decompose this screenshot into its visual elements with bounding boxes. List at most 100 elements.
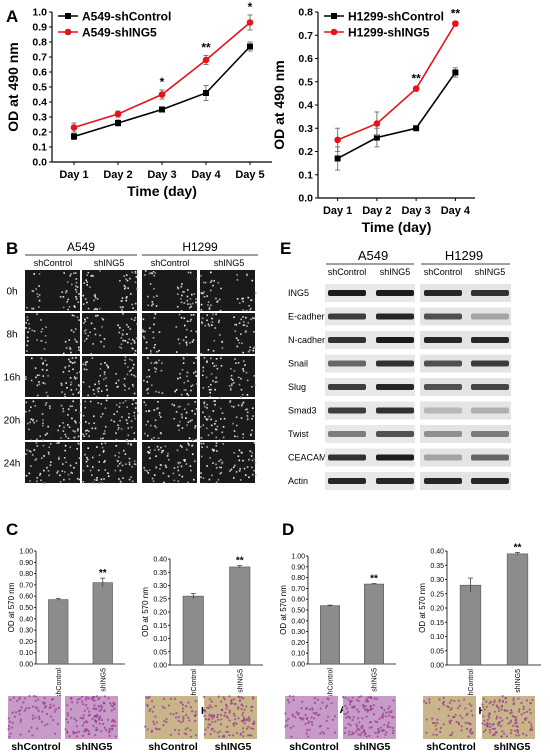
cell-speck [182, 358, 185, 360]
cell-speck [47, 425, 49, 428]
cell-speck [243, 467, 246, 470]
cell-dot [38, 717, 41, 721]
cell-speck [222, 443, 224, 445]
cell-dot [231, 734, 234, 737]
cell-speck [84, 406, 86, 409]
cell-speck [120, 347, 123, 349]
cell-speck [216, 381, 218, 383]
bar [459, 584, 482, 666]
cell-speck [33, 273, 35, 275]
cell-speck [122, 339, 125, 342]
wound-healing-panel: A549 H1299 shControl shING5 shControl sh… [4, 240, 258, 485]
cell-speck [64, 433, 67, 436]
cell-dot [66, 704, 69, 707]
cell-dot [226, 725, 229, 729]
wound-image [82, 356, 137, 397]
cell-speck [128, 413, 130, 415]
cell-speck [62, 422, 64, 424]
cell-dot [365, 708, 368, 711]
cell-dot [441, 701, 444, 705]
cell-speck [158, 349, 160, 352]
y-tick-label: 1.00 [291, 554, 305, 561]
cell-dot [506, 709, 509, 712]
cell-dot [352, 716, 355, 719]
cell-dot [343, 713, 346, 716]
cell-dot [7, 728, 10, 731]
cell-dot [518, 734, 521, 737]
cell-speck [190, 318, 192, 321]
cell-speck [83, 435, 85, 437]
cell-speck [86, 429, 89, 432]
cell-speck [155, 426, 158, 429]
cell-speck [70, 351, 72, 354]
cell-speck [121, 309, 123, 311]
cell-speck [236, 345, 239, 348]
cell-dot [228, 711, 231, 714]
cell-speck [147, 392, 149, 395]
blot-band [328, 454, 366, 461]
cell-dot [110, 720, 114, 723]
cell-speck [230, 367, 232, 370]
cell-dot [344, 704, 347, 707]
cell-speck [41, 413, 44, 415]
cell-speck [244, 474, 247, 476]
cell-speck [153, 287, 155, 290]
cell-speck [160, 432, 162, 435]
cell-dot [308, 728, 311, 731]
cell-speck [242, 316, 244, 318]
cell-speck [189, 271, 192, 274]
cell-speck [244, 364, 246, 366]
cell-speck [207, 434, 210, 436]
cell-dot [7, 717, 10, 720]
cell-speck [190, 469, 192, 472]
cell-dot [501, 730, 504, 733]
cell-speck [43, 482, 45, 484]
blot-band [328, 478, 366, 484]
cell-dot [525, 717, 528, 720]
cell-dot [384, 733, 387, 736]
cell-dot [520, 701, 523, 705]
y-tick-label: 0.0 [298, 193, 313, 205]
cell-speck [177, 406, 180, 408]
cell-speck [87, 458, 89, 461]
cell-dot [292, 725, 295, 728]
cell-speck [185, 417, 187, 419]
cell-speck [154, 449, 156, 451]
cell-dot [103, 726, 106, 730]
cell-speck [202, 366, 205, 369]
cell-speck [93, 415, 95, 417]
cell-speck [157, 448, 160, 451]
cell-speck [75, 291, 78, 293]
cell-speck [136, 288, 138, 290]
cell-speck [177, 338, 180, 341]
cell-speck [205, 427, 208, 430]
cell-dot [88, 710, 91, 713]
tw-label-d1: shControl [289, 741, 339, 753]
cell-speck [68, 306, 71, 308]
cell-speck [221, 340, 223, 343]
cell-speck [122, 329, 124, 332]
cell-speck [64, 341, 67, 343]
cell-speck [116, 386, 118, 388]
cell-dot [54, 708, 58, 711]
cell-dot [313, 697, 316, 700]
blot-strip [325, 401, 415, 420]
blot-band [424, 478, 462, 484]
cell-speck [59, 296, 62, 298]
cell-speck [25, 376, 27, 378]
cell-speck [74, 436, 76, 439]
cell-dot [228, 695, 231, 698]
cell-speck [97, 469, 100, 472]
cell-dot [235, 722, 238, 725]
cell-speck [105, 385, 108, 387]
cell-speck [242, 393, 244, 396]
cell-speck [214, 381, 217, 383]
cell-speck [237, 376, 240, 379]
cell-speck [100, 415, 102, 418]
cell-speck [82, 433, 84, 435]
cell-dot [307, 735, 310, 738]
cell-speck [213, 400, 215, 402]
cell-dot [284, 712, 287, 715]
cell-dot [523, 711, 526, 714]
cell-dot [28, 730, 31, 733]
